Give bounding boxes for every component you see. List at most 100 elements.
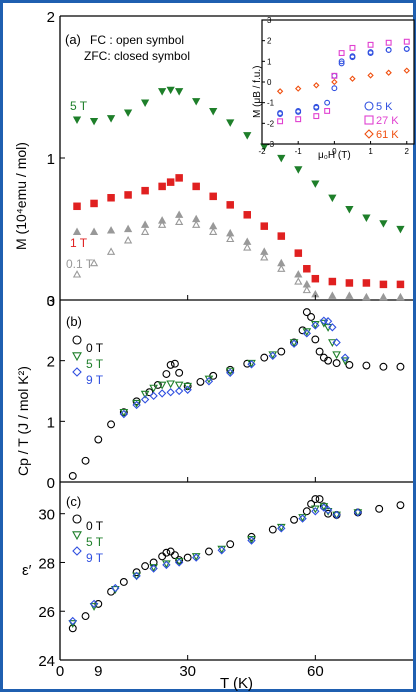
y-tick-label: 3 [47, 293, 55, 310]
legend-symbol [73, 336, 81, 344]
data-point [380, 281, 386, 287]
x-tick-label: 9 [94, 663, 102, 680]
series-label-01T: 0.1 T [66, 257, 94, 271]
data-point [346, 280, 352, 286]
inset-y-tick-label: 3 [267, 16, 272, 25]
panel-label-c: (c) [66, 494, 81, 509]
data-point [206, 548, 213, 555]
panel-label-a: (a) [65, 32, 81, 47]
y-tick-label: 2 [47, 354, 55, 371]
data-point [159, 390, 166, 397]
inset-xlabel: μ₀H (T) [318, 150, 351, 161]
data-point [346, 293, 352, 299]
data-point [108, 421, 115, 428]
panel-label-b: (b) [66, 314, 82, 329]
data-point [346, 362, 353, 369]
series-label-5T: 5 T [70, 99, 88, 113]
data-point [397, 281, 403, 287]
y-tick-label: 24 [38, 653, 55, 670]
data-point [176, 369, 183, 376]
inset-legend-27K: 27 K [376, 115, 399, 127]
legend-note-zfc: ZFC: closed symbol [84, 49, 190, 63]
data-point [299, 327, 306, 334]
data-point [210, 193, 216, 199]
inset-x-tick-label: -2 [258, 147, 266, 156]
y-tick-label: 1 [47, 414, 55, 431]
inset-y-tick-label: -2 [267, 119, 275, 128]
data-point [329, 293, 335, 299]
data-point [108, 249, 114, 255]
data-point [197, 379, 204, 386]
data-point [193, 183, 199, 189]
legend-note-fc: FC : open symbol [90, 33, 184, 47]
data-point [278, 348, 285, 355]
legend-symbol [73, 353, 81, 360]
y-tick-label: 28 [38, 555, 55, 572]
legend-b-5T: 5 T [86, 357, 104, 371]
data-point [304, 287, 310, 293]
legend-symbol [73, 515, 81, 523]
data-point [397, 294, 403, 300]
data-point [193, 99, 199, 105]
data-point [397, 363, 404, 370]
data-point [278, 266, 284, 272]
data-point [291, 516, 298, 523]
data-point [244, 133, 250, 139]
data-point [278, 233, 284, 239]
data-point [176, 89, 182, 95]
xlabel: T (K) [220, 675, 253, 692]
data-point [312, 276, 318, 282]
y-tick-label: 26 [38, 604, 55, 621]
data-point [184, 554, 191, 561]
inset-legend-5K: 5 K [376, 101, 393, 113]
inset-y-tick-label: 1 [267, 57, 272, 66]
legend-symbol [73, 368, 81, 376]
data-point [363, 294, 369, 300]
data-point [176, 212, 182, 218]
data-point [193, 222, 199, 228]
data-point [363, 362, 370, 369]
data-point [363, 280, 369, 286]
data-point [125, 192, 131, 198]
data-point [227, 120, 233, 126]
data-point [167, 389, 174, 396]
data-point [167, 548, 174, 555]
data-point [150, 392, 157, 399]
data-point [142, 229, 148, 235]
data-point [312, 506, 319, 512]
data-point [346, 207, 352, 213]
data-point [163, 371, 170, 378]
data-point [91, 200, 97, 206]
data-point [125, 237, 131, 243]
data-point [363, 215, 369, 221]
data-point [82, 457, 89, 464]
data-point [269, 526, 276, 533]
data-point [308, 314, 315, 321]
data-point [74, 229, 80, 235]
data-point [244, 244, 250, 250]
data-point [244, 212, 250, 218]
data-point [142, 100, 148, 106]
legend-c-5T: 5 T [86, 535, 104, 549]
data-point [397, 502, 404, 509]
legend-symbol [73, 532, 81, 539]
data-point [167, 381, 174, 387]
data-point [142, 187, 148, 193]
legend-b-9T: 9 T [86, 373, 104, 387]
data-point [312, 336, 319, 343]
series-label-1T: 1 T [70, 236, 88, 250]
data-point [108, 116, 114, 122]
data-point [227, 202, 233, 208]
data-point [74, 271, 80, 277]
x-tick-label: 60 [307, 663, 324, 680]
inset-x-tick-label: 2 [405, 147, 410, 156]
data-point [333, 352, 340, 358]
data-point [295, 167, 301, 173]
data-point [295, 278, 301, 284]
data-point [125, 110, 131, 116]
inset-y-tick-label: -3 [267, 140, 275, 149]
data-point [69, 473, 76, 480]
inset-y-tick-label: -1 [267, 99, 275, 108]
data-point [278, 155, 284, 161]
